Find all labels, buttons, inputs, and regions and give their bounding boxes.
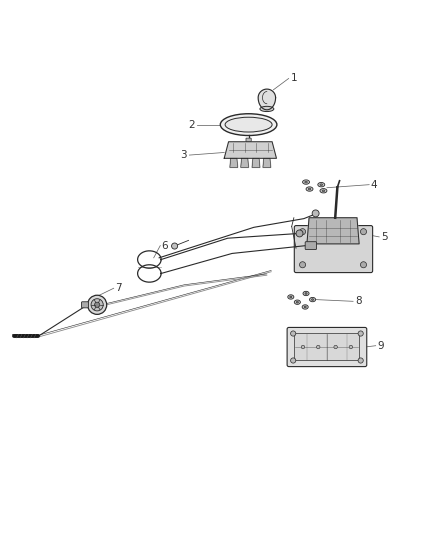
Ellipse shape [294,300,300,304]
Circle shape [360,229,367,235]
Ellipse shape [320,184,322,185]
Text: 5: 5 [381,232,388,242]
Circle shape [358,331,363,336]
FancyBboxPatch shape [246,138,251,142]
FancyBboxPatch shape [294,225,373,272]
Circle shape [88,295,107,314]
Text: 4: 4 [371,180,377,190]
Text: 1: 1 [291,74,297,84]
Polygon shape [224,142,276,158]
Circle shape [290,358,296,363]
Ellipse shape [225,117,272,132]
Ellipse shape [306,187,313,191]
Circle shape [349,345,353,349]
Polygon shape [252,158,260,167]
Circle shape [91,298,103,311]
Circle shape [172,243,178,249]
Text: 2: 2 [188,119,195,130]
Circle shape [95,302,100,308]
Polygon shape [230,158,238,167]
Ellipse shape [296,301,298,303]
Ellipse shape [305,181,307,183]
Circle shape [334,345,337,349]
FancyBboxPatch shape [287,327,367,367]
Ellipse shape [303,180,310,184]
Ellipse shape [302,305,308,309]
Ellipse shape [311,298,314,301]
Polygon shape [263,158,271,167]
Circle shape [296,230,303,237]
Polygon shape [258,89,276,110]
Ellipse shape [320,189,327,193]
Ellipse shape [220,114,277,135]
Text: 6: 6 [162,240,168,251]
Circle shape [301,345,305,349]
Polygon shape [307,218,359,244]
Circle shape [317,345,320,349]
Circle shape [360,262,367,268]
Ellipse shape [310,297,316,302]
Ellipse shape [303,292,309,296]
Ellipse shape [322,190,325,192]
Ellipse shape [318,182,325,187]
Ellipse shape [260,107,274,111]
Ellipse shape [288,295,294,299]
Circle shape [300,262,306,268]
Ellipse shape [305,293,307,294]
FancyBboxPatch shape [81,302,88,308]
Ellipse shape [308,188,311,190]
Circle shape [312,210,319,217]
Text: 7: 7 [116,283,122,293]
FancyBboxPatch shape [305,241,317,249]
Text: 9: 9 [378,341,384,351]
FancyBboxPatch shape [294,334,359,360]
Circle shape [300,229,306,235]
Circle shape [358,358,363,363]
Ellipse shape [290,296,292,298]
Text: 8: 8 [355,296,361,306]
Ellipse shape [304,306,306,308]
Polygon shape [241,158,249,167]
Circle shape [290,331,296,336]
Text: 3: 3 [180,150,187,160]
